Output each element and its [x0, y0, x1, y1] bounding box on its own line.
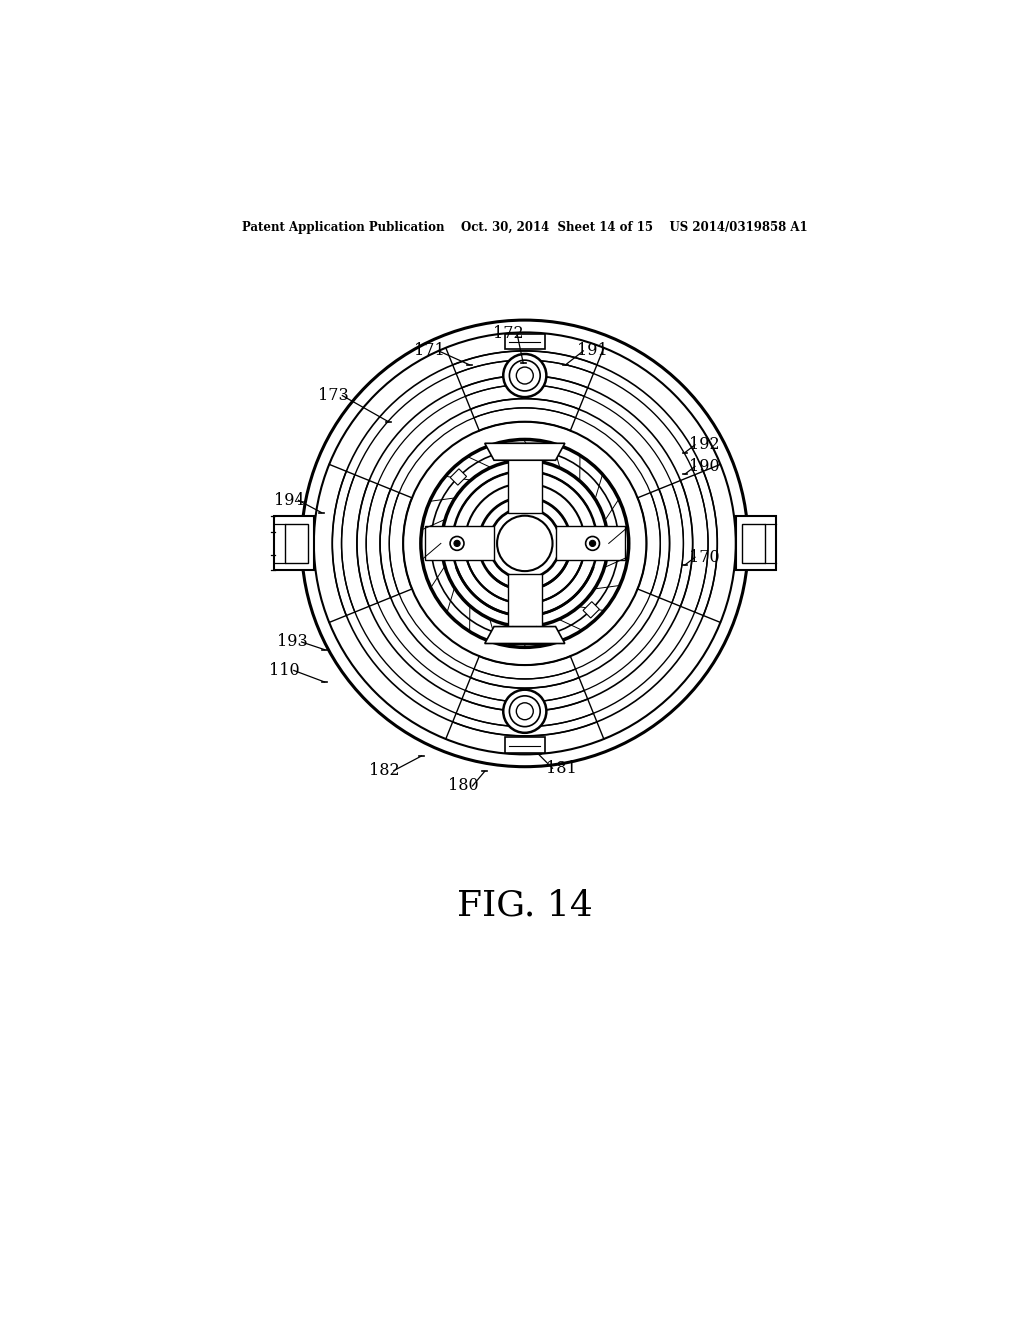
Bar: [736, 516, 776, 570]
Polygon shape: [451, 469, 467, 486]
Text: 181: 181: [547, 760, 578, 776]
Text: 172: 172: [493, 326, 523, 342]
Text: 171: 171: [414, 342, 444, 359]
Text: FIG. 14: FIG. 14: [457, 888, 593, 923]
Circle shape: [503, 354, 547, 397]
Text: 192: 192: [689, 437, 720, 453]
Circle shape: [516, 367, 534, 384]
Text: 170: 170: [689, 549, 720, 566]
Text: 110: 110: [269, 661, 300, 678]
Text: 180: 180: [447, 777, 478, 795]
Polygon shape: [484, 627, 565, 644]
Polygon shape: [508, 574, 542, 644]
Circle shape: [509, 696, 541, 726]
Text: 190: 190: [689, 458, 720, 475]
Text: Patent Application Publication    Oct. 30, 2014  Sheet 14 of 15    US 2014/03198: Patent Application Publication Oct. 30, …: [242, 222, 808, 234]
Circle shape: [451, 536, 464, 550]
Circle shape: [509, 360, 541, 391]
Text: 191: 191: [578, 342, 608, 359]
Circle shape: [586, 536, 599, 550]
Bar: [285, 524, 307, 562]
Circle shape: [503, 689, 547, 733]
Polygon shape: [508, 444, 542, 512]
Polygon shape: [556, 527, 625, 561]
Bar: [273, 516, 313, 570]
Bar: [505, 334, 545, 350]
Polygon shape: [484, 444, 565, 461]
Circle shape: [590, 540, 596, 546]
Text: 194: 194: [273, 492, 304, 508]
Bar: [742, 524, 765, 562]
Text: 173: 173: [317, 387, 348, 404]
Text: 182: 182: [370, 762, 400, 779]
Polygon shape: [425, 527, 494, 561]
Circle shape: [516, 702, 534, 719]
Polygon shape: [583, 602, 599, 618]
Circle shape: [454, 540, 460, 546]
Bar: [505, 738, 545, 752]
Text: 193: 193: [276, 634, 307, 651]
